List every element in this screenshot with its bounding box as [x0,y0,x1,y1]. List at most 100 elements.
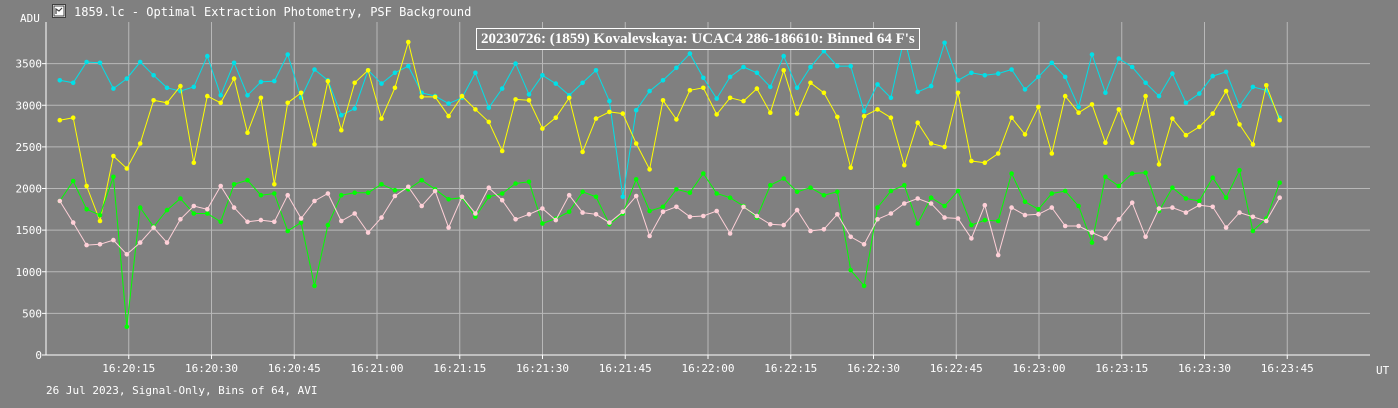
series-1-point [231,60,237,66]
x-tick-label: 16:21:45 [599,362,652,375]
series-4-point [1103,236,1108,241]
series-1-point [124,76,130,81]
y-tick-label: 2500 [16,141,43,154]
series-1-point [272,78,277,84]
series-2-point [875,107,880,112]
series-1-point [540,73,545,78]
series-2-point [835,114,840,120]
series-2-point [727,95,733,101]
series-3-point [178,196,183,201]
series-2-point [272,182,277,187]
series-3-point [325,222,331,228]
series-2-point [1036,104,1041,110]
series-1-point [151,73,156,78]
series-3-point [1062,188,1068,194]
series-3-point [473,214,478,220]
series-2-point [513,97,518,102]
series-1-point [701,75,706,81]
series-3-point [821,192,827,198]
axes: 0 500 1000 1500 2000 2500 3000 3500 16:20:15 16:2… [16,22,1370,375]
series-4-point [768,222,773,227]
footer-caption: 26 Jul 2023, Signal-Only, Bins of 64, AV… [46,384,318,397]
series-2-point [124,166,130,171]
series-3-point [1210,175,1215,180]
series-4-point [1116,217,1122,222]
series-1-point [205,53,210,59]
series-2-point [151,98,156,103]
series-2-point [1129,140,1135,145]
series-4-point [419,203,425,209]
series-3-point [97,212,103,218]
series-2-point [808,80,813,86]
series-3-point [942,203,947,209]
series-1-point [1170,71,1175,76]
series-3-point [1277,180,1282,185]
series-3-point [1049,191,1055,196]
series-1-point [513,61,518,66]
series-4-point [352,211,358,216]
series-2-point [205,93,210,99]
series-4-point [794,207,800,213]
series-2-point [1264,83,1269,88]
series-1-point [57,78,63,83]
series-3-point [218,219,223,225]
series-2-point [1076,110,1081,115]
series-2-point [660,98,666,103]
series-2-point [768,110,773,115]
series-4-point [674,204,679,210]
chart-window-icon[interactable] [52,4,66,18]
x-tick-label: 16:20:45 [268,362,321,375]
series-4-point [1089,230,1095,235]
series-3-point [84,207,89,212]
series-1-point [473,70,478,76]
series-1-point [1116,56,1122,61]
series-3-point [231,182,237,187]
series-3-point [647,208,652,214]
series-1-point [875,82,880,87]
series-2-point [902,162,907,168]
series-2-point [1009,115,1014,120]
series-1-point [982,73,988,78]
series-3-point [312,283,317,289]
series-1-point [406,63,411,69]
series-4-point [1223,225,1229,230]
series-3-point [446,197,451,202]
series-3-point [111,174,116,180]
series-2-line [59,40,1281,223]
series-2-point [540,126,545,131]
series-3-point [915,221,920,226]
series-3-point [982,217,988,223]
series-4-point [231,205,237,210]
series-4-point [432,188,438,194]
series-2-point [1089,102,1095,107]
series-3-point [419,177,425,183]
series-2-point [1022,132,1028,137]
series-3-point [794,189,800,195]
series-4-point [245,219,250,225]
series-3-point [660,204,666,210]
series-1-point [1250,84,1256,90]
series-4-point [821,227,827,232]
series-2-point [419,94,425,100]
y-tick-label: 500 [22,307,42,320]
series-2-point [285,100,291,106]
series-2-point [111,153,116,159]
series-3-point [674,187,679,192]
y-tick-label: 1500 [16,224,43,237]
series-1-point [1089,52,1095,57]
series-2-point [473,107,478,112]
series-1-point [84,59,89,65]
series-4-point [915,196,920,201]
series-2-point [1170,116,1175,121]
series-4-point [982,202,988,208]
series-2-point [741,98,746,104]
series-4-point [566,192,572,198]
series-1-point [553,81,559,86]
series-1-point [499,86,505,91]
series-1-point [285,52,291,57]
series-1-point [888,95,894,101]
series-2-point [1062,93,1068,99]
series-4-point [942,215,947,220]
series-2-point [620,111,626,116]
